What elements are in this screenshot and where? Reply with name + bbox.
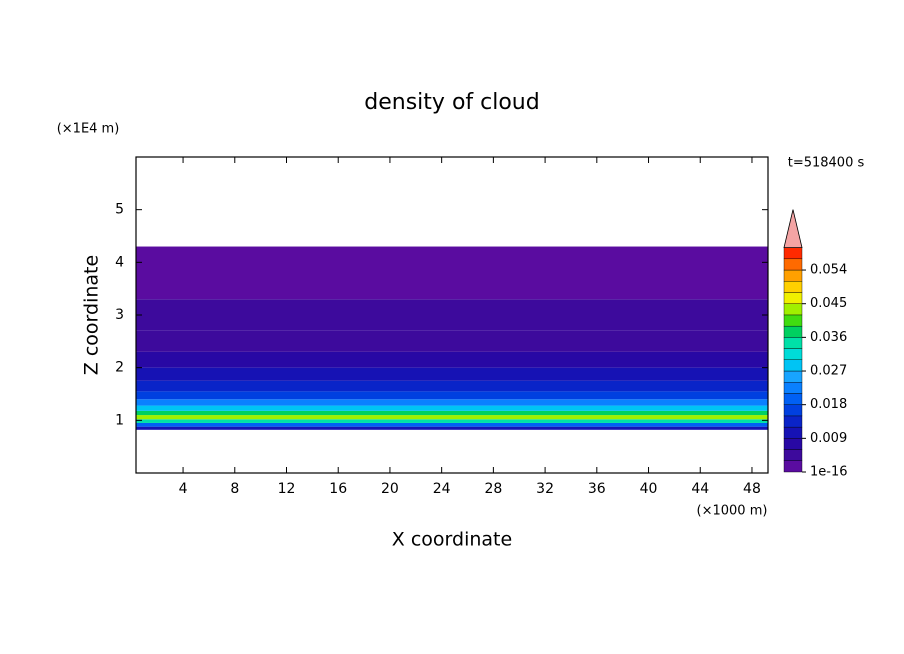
colorbar-tick-label: 0.036 bbox=[810, 330, 847, 345]
colorbar-box bbox=[783, 269, 803, 282]
time-label: t=518400 s bbox=[788, 156, 865, 171]
colorbar-tick-label: 0.009 bbox=[810, 431, 847, 446]
contour-band bbox=[136, 299, 768, 331]
y-tick-label: 2 bbox=[115, 360, 124, 376]
contour-band bbox=[136, 367, 768, 381]
y-tick-label: 5 bbox=[115, 202, 124, 218]
colorbar-box bbox=[783, 325, 803, 338]
y-tick-label: 4 bbox=[115, 254, 124, 270]
x-tick-label: 12 bbox=[278, 481, 296, 497]
colorbar-tick-label: 0.018 bbox=[810, 397, 847, 412]
x-tick-label: 24 bbox=[433, 481, 451, 497]
colorbar-box bbox=[783, 314, 803, 327]
colorbar-overflow bbox=[783, 209, 803, 248]
y-tick-label: 3 bbox=[115, 307, 124, 323]
colorbar-box bbox=[783, 449, 803, 461]
contour-band bbox=[136, 405, 768, 411]
colorbar-tick-label: 0.045 bbox=[810, 296, 847, 311]
colorbar-box bbox=[783, 404, 803, 417]
x-tick-label: 16 bbox=[329, 481, 347, 497]
contour-band bbox=[136, 419, 768, 423]
colorbar-box bbox=[783, 426, 803, 439]
colorbar-box bbox=[783, 247, 803, 260]
chart-title: density of cloud bbox=[364, 90, 539, 115]
x-unit: (×1000 m) bbox=[697, 504, 768, 519]
contour-band bbox=[136, 426, 768, 430]
colorbar-box bbox=[783, 337, 803, 349]
contour-band bbox=[136, 246, 768, 300]
colorbar-box bbox=[783, 393, 803, 405]
colorbar-box bbox=[783, 370, 803, 383]
colorbar-box bbox=[783, 460, 803, 473]
contour-band bbox=[136, 422, 768, 427]
x-tick-label: 32 bbox=[536, 481, 554, 497]
x-tick-label: 48 bbox=[743, 481, 761, 497]
y-tick-label: 1 bbox=[115, 412, 124, 428]
contour-band bbox=[136, 330, 768, 352]
x-tick-label: 20 bbox=[381, 481, 399, 497]
x-tick-label: 40 bbox=[640, 481, 658, 497]
x-tick-label: 44 bbox=[691, 481, 709, 497]
contour-band bbox=[136, 410, 768, 416]
contour-band bbox=[136, 415, 768, 420]
colorbar-tick-label: 0.054 bbox=[810, 263, 847, 278]
colorbar-box bbox=[783, 382, 803, 394]
colorbar-box bbox=[783, 359, 803, 372]
colorbar-box bbox=[783, 348, 803, 360]
colorbar-tick-label: 1e-16 bbox=[810, 465, 848, 480]
x-tick-label: 28 bbox=[484, 481, 502, 497]
x-axis-title: X coordinate bbox=[392, 529, 512, 551]
colorbar-box bbox=[783, 415, 803, 428]
contour-band bbox=[136, 351, 768, 368]
x-tick-label: 36 bbox=[588, 481, 606, 497]
colorbar-box bbox=[783, 303, 803, 316]
colorbar-box bbox=[783, 258, 803, 271]
contour-band bbox=[136, 399, 768, 406]
y-unit: (×1E4 m) bbox=[57, 122, 120, 137]
contour-band bbox=[136, 391, 768, 400]
x-tick-label: 8 bbox=[230, 481, 239, 497]
colorbar-box bbox=[783, 281, 803, 293]
contour-band bbox=[136, 380, 768, 392]
x-tick-label: 4 bbox=[179, 481, 188, 497]
colorbar-box bbox=[783, 292, 803, 304]
y-axis-title: Z coordinate bbox=[81, 255, 103, 375]
colorbar-tick-label: 0.027 bbox=[810, 364, 847, 379]
colorbar-box bbox=[783, 438, 803, 450]
